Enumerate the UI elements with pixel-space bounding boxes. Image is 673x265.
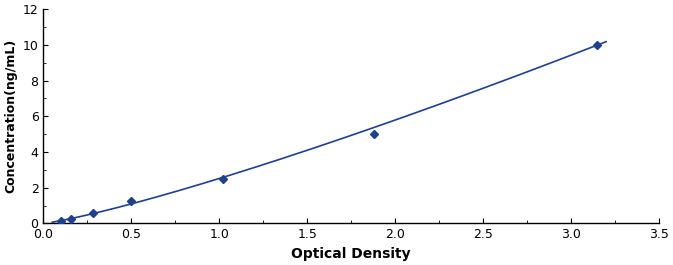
Y-axis label: Concentration(ng/mL): Concentration(ng/mL) <box>4 39 17 193</box>
X-axis label: Optical Density: Optical Density <box>291 247 411 261</box>
